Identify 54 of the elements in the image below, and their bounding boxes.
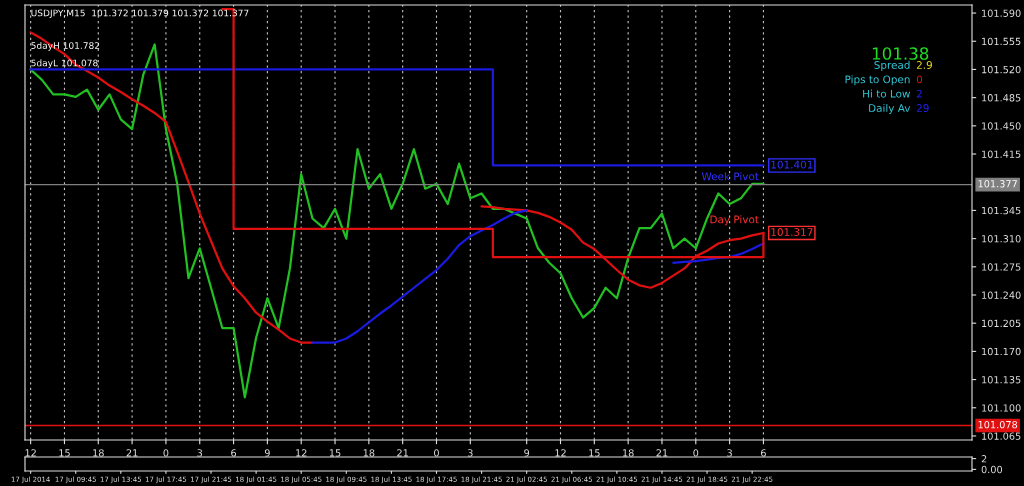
y-tick-label: 101.135	[982, 376, 1021, 384]
y-tick-label: 101.205	[982, 319, 1021, 328]
y-tick-label: 101.310	[982, 235, 1021, 243]
y-tick-label: 101.170	[982, 347, 1021, 356]
x-tick-label: 3	[197, 449, 203, 457]
y-tick-label: 101.450	[982, 122, 1021, 130]
x-tick-label: 18	[363, 449, 375, 457]
y-tick-label: 101.555	[982, 37, 1021, 46]
x-tick-label: 0	[434, 449, 439, 457]
x-tick-label: 9	[264, 449, 270, 457]
x-tick-label: 21	[397, 449, 408, 457]
annotation: 101.401	[771, 160, 813, 169]
x-tick-label: 21	[126, 449, 138, 457]
x-tick-label: 6	[761, 449, 766, 457]
annotation: Daily Av	[869, 103, 911, 115]
x-tick-label: 6	[231, 449, 237, 457]
y-tick-label: 101.590	[982, 9, 1021, 17]
annotation: 0	[916, 75, 923, 84]
annotation: Week Pivot	[701, 172, 759, 181]
annotation: 2	[916, 89, 922, 98]
x-tick-label: 15	[59, 449, 70, 457]
x-tick-label: 15	[329, 449, 341, 457]
y-tick-label: 101.100	[982, 404, 1021, 412]
annotation: Hi to Low	[863, 89, 911, 98]
x-tick-label: 3	[467, 449, 473, 457]
x-tick-label: 12	[25, 449, 36, 457]
x-tick-label: 0	[163, 449, 169, 457]
x-tick-label: 9	[524, 449, 530, 457]
x-tick-label: 21	[656, 449, 668, 457]
ref-line-label: 101.377	[978, 180, 1017, 188]
annotation: Day Pivot	[710, 215, 759, 226]
x-tick-label: 3	[727, 449, 732, 457]
annotation: 101.38	[872, 47, 929, 60]
y-tick-label: 101.275	[982, 263, 1021, 271]
y-tick-label: 101.345	[982, 206, 1021, 215]
annotation: 29	[916, 104, 929, 112]
annotation: Spread	[874, 60, 910, 71]
y-tick-label: 101.415	[982, 150, 1021, 158]
x-tick-label: 12	[555, 449, 566, 457]
ref-line-label: 101.078	[978, 420, 1018, 429]
x-tick-label: 0	[693, 449, 699, 457]
annotation: 101.317	[771, 228, 813, 236]
y-tick-label: 101.520	[982, 65, 1021, 74]
y-tick-label: 101.485	[982, 94, 1021, 102]
x-tick-label: 12	[296, 449, 307, 457]
y-tick-label: 101.065	[982, 432, 1021, 440]
y-tick-label: 2	[981, 455, 987, 463]
annotation: 2.9	[916, 61, 932, 69]
y-tick-label: 101.240	[982, 291, 1021, 299]
x-tick-label: 15	[589, 449, 600, 457]
x-tick-label: 18	[93, 449, 104, 457]
y-tick-label: 0.00	[981, 465, 1003, 474]
x-tick-label: 18	[623, 449, 634, 457]
annotation: Pips to Open	[845, 75, 910, 86]
